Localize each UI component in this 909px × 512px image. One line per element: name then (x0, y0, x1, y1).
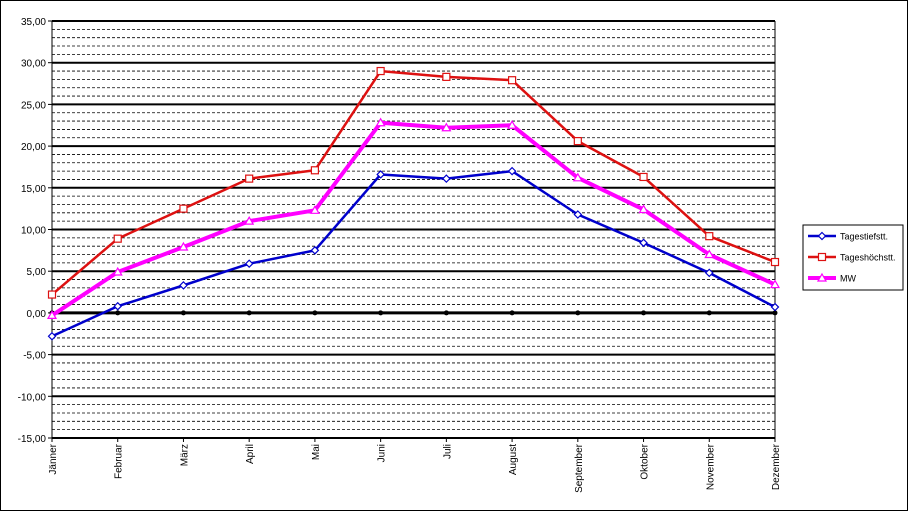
series-line (51, 69, 776, 296)
marker (112, 266, 123, 276)
marker (704, 249, 715, 259)
zero-axis-dot (312, 310, 318, 316)
x-tick-label: Mai (311, 444, 322, 460)
marker (245, 174, 254, 183)
y-tick-label: 35,00 (21, 17, 46, 28)
y-tick-label: 20,00 (21, 142, 46, 153)
x-tick-label: Jänner (48, 443, 59, 474)
y-tick-label: 5,00 (27, 267, 47, 278)
y-tick-label: -5,00 (23, 351, 46, 362)
marker (573, 136, 582, 146)
marker (639, 238, 648, 248)
marker (705, 232, 714, 241)
marker (507, 76, 517, 85)
marker (573, 210, 583, 219)
marker (507, 166, 517, 176)
marker (770, 257, 780, 267)
marker (244, 259, 254, 269)
legend-label: Tageshöchstt. (840, 253, 896, 263)
x-tick-label: Juli (442, 444, 453, 459)
marker (375, 117, 386, 127)
x-tick-label: Juni (377, 444, 388, 462)
marker (769, 279, 781, 289)
marker (639, 172, 648, 182)
y-tick-label: 30,00 (21, 59, 46, 70)
grid: -15,00 -10,00 -5,00 0,00 5,00 10,00 15,00 20,00… (18, 17, 782, 493)
marker (817, 231, 827, 241)
zero-axis-dot (246, 310, 252, 316)
y-tick-label: 15,00 (21, 184, 46, 195)
marker (179, 281, 188, 290)
marker (376, 66, 385, 76)
y-tick-label: 25,00 (21, 100, 46, 111)
y-tick-label: -15,00 (18, 434, 47, 445)
zero-axis-dot (575, 310, 581, 316)
marker (47, 290, 57, 299)
zero-axis-dot (706, 310, 712, 316)
marker (638, 204, 649, 214)
x-tick-label: September (574, 443, 585, 493)
marker (442, 174, 451, 183)
marker (376, 170, 385, 179)
x-tick-label: März (179, 444, 190, 466)
y-tick-label: -10,00 (18, 392, 47, 403)
x-tick-label: Oktober (640, 443, 651, 479)
zero-axis-dot (378, 310, 384, 316)
legend: Tagestiefstt. Tageshöchstt. MW (802, 224, 904, 291)
marker (113, 301, 123, 311)
x-tick-label: November (705, 443, 716, 490)
series-line (51, 169, 776, 338)
series-line (50, 120, 776, 318)
plot (46, 66, 781, 341)
x-tick-label: Februar (114, 443, 125, 479)
marker (310, 246, 320, 255)
marker (442, 72, 451, 81)
marker (507, 120, 518, 129)
marker (46, 310, 58, 320)
marker (441, 122, 452, 132)
zero-axis-dot (772, 310, 778, 316)
x-tick-label: Dezember (771, 443, 782, 490)
zero-axis-dot (180, 310, 186, 316)
marker (309, 205, 320, 214)
y-tick-label: 0,00 (27, 309, 47, 320)
x-tick-label: April (245, 444, 256, 464)
zero-axis-dot (509, 310, 515, 316)
marker (178, 241, 189, 251)
zero-axis-dot (443, 310, 449, 316)
legend-label: MW (840, 274, 856, 284)
zero-axis-dot (641, 310, 647, 316)
marker (770, 302, 780, 312)
legend-label: Tagestiefstt. (840, 232, 888, 242)
marker (244, 215, 255, 225)
marker (47, 331, 57, 341)
marker (572, 172, 583, 182)
marker (179, 204, 188, 213)
marker (113, 234, 122, 243)
x-tick-label: August (508, 444, 519, 475)
marker (704, 268, 714, 278)
marker (817, 252, 827, 262)
marker (310, 166, 320, 175)
y-tick-label: 10,00 (21, 226, 46, 237)
marker (816, 272, 828, 282)
zero-axis-dot (115, 310, 121, 316)
